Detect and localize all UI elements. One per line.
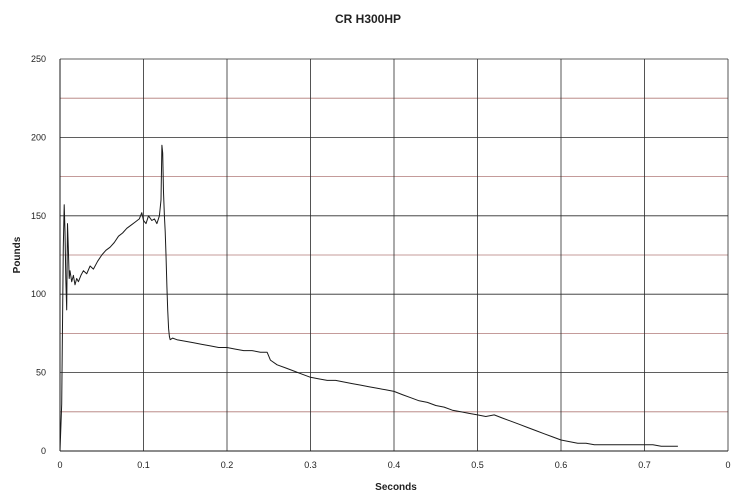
y-tick-label: 250 bbox=[31, 54, 46, 64]
x-tick-label: 0.3 bbox=[304, 460, 317, 470]
x-tick-label: 0.1 bbox=[137, 460, 150, 470]
y-tick-label: 50 bbox=[36, 368, 46, 378]
x-tick-labels: 0 0.1 0.2 0.3 0.4 0.5 0.6 0.7 0 bbox=[57, 460, 730, 470]
y-axis-label: Pounds bbox=[12, 236, 23, 273]
y-tick-labels: 0 50 100 150 200 250 bbox=[31, 54, 46, 456]
grid bbox=[60, 58, 729, 451]
y-tick-label: 200 bbox=[31, 132, 46, 142]
y-tick-label: 100 bbox=[31, 289, 46, 299]
axes bbox=[59, 59, 728, 452]
x-tick-label: 0.5 bbox=[471, 460, 484, 470]
x-tick-label: 0.4 bbox=[388, 460, 401, 470]
series-line bbox=[59, 144, 678, 452]
x-tick-label: 0.6 bbox=[555, 460, 568, 470]
x-axis-label: Seconds bbox=[375, 482, 417, 493]
chart-title: CR H300HP bbox=[335, 12, 401, 26]
y-tick-label: 150 bbox=[31, 211, 46, 221]
x-tick-label: 0.2 bbox=[221, 460, 234, 470]
series-group bbox=[59, 144, 678, 452]
y-tick-label: 0 bbox=[41, 446, 46, 456]
x-tick-label: 0 bbox=[725, 460, 730, 470]
x-tick-label: 0.7 bbox=[638, 460, 651, 470]
x-tick-label: 0 bbox=[57, 460, 62, 470]
